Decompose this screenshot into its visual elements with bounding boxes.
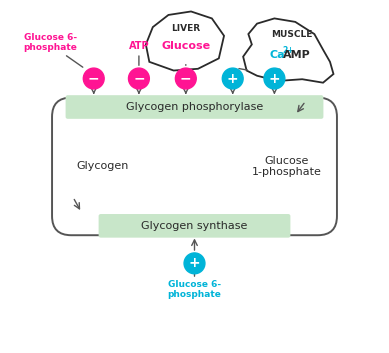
Circle shape (264, 68, 285, 89)
Circle shape (175, 68, 196, 89)
Text: AMP: AMP (283, 50, 311, 60)
Circle shape (184, 253, 205, 274)
Text: Glucose
1-phosphate: Glucose 1-phosphate (252, 156, 322, 177)
Text: Glycogen synthase: Glycogen synthase (141, 221, 248, 231)
Text: +: + (227, 72, 238, 85)
Circle shape (128, 68, 149, 89)
Text: Glycogen: Glycogen (76, 161, 129, 172)
Text: −: − (88, 72, 100, 85)
FancyBboxPatch shape (98, 214, 291, 238)
Text: ATP: ATP (129, 41, 149, 51)
Text: LIVER: LIVER (171, 24, 200, 33)
Text: −: − (133, 72, 145, 85)
Text: Glucose 6-
phosphate: Glucose 6- phosphate (168, 280, 221, 299)
Text: MUSCLE: MUSCLE (271, 30, 312, 38)
Text: +: + (268, 72, 280, 85)
Text: Glucose: Glucose (161, 41, 210, 51)
Text: +: + (189, 256, 200, 270)
Text: 2+: 2+ (282, 46, 294, 55)
Text: Glycogen phosphorylase: Glycogen phosphorylase (126, 102, 263, 112)
Circle shape (222, 68, 243, 89)
Text: Ca: Ca (269, 50, 285, 60)
FancyBboxPatch shape (66, 95, 323, 119)
Circle shape (83, 68, 104, 89)
Text: Glucose 6-
phosphate: Glucose 6- phosphate (23, 33, 77, 53)
Text: −: − (180, 72, 192, 85)
